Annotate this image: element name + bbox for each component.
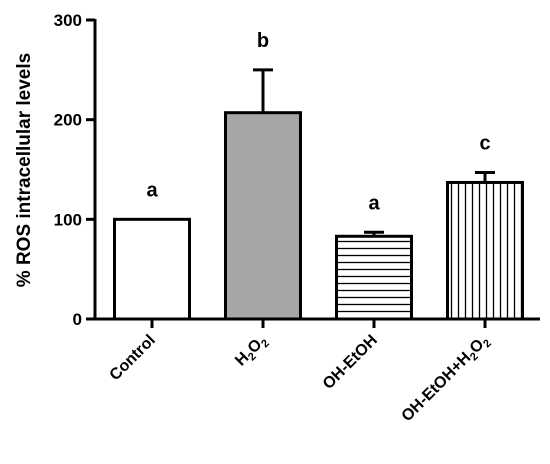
y-tick-label: 300 <box>54 11 82 30</box>
significance-label: a <box>146 179 158 201</box>
plot-area: 0 100 200 300 a Control b H2O2 a OH-EtOH c OH-EtOH+… <box>54 11 540 427</box>
bar <box>224 111 302 321</box>
bar <box>335 234 413 321</box>
y-tick-label: 200 <box>54 111 82 130</box>
bar <box>113 217 191 321</box>
x-tick-label: Control <box>107 332 159 384</box>
significance-label: b <box>257 30 269 52</box>
x-tick-label: OH-EtOH+H2O2 <box>399 332 494 427</box>
bar <box>446 180 524 321</box>
significance-label: a <box>368 192 380 214</box>
x-tick-label: OH-EtOH <box>320 332 381 393</box>
y-tick-label: 100 <box>54 210 82 229</box>
y-axis-title: % ROS intracellular levels <box>14 53 35 287</box>
significance-label: c <box>479 132 490 154</box>
x-tick-label: H2O2 <box>232 332 272 372</box>
y-tick-label: 0 <box>73 310 82 329</box>
